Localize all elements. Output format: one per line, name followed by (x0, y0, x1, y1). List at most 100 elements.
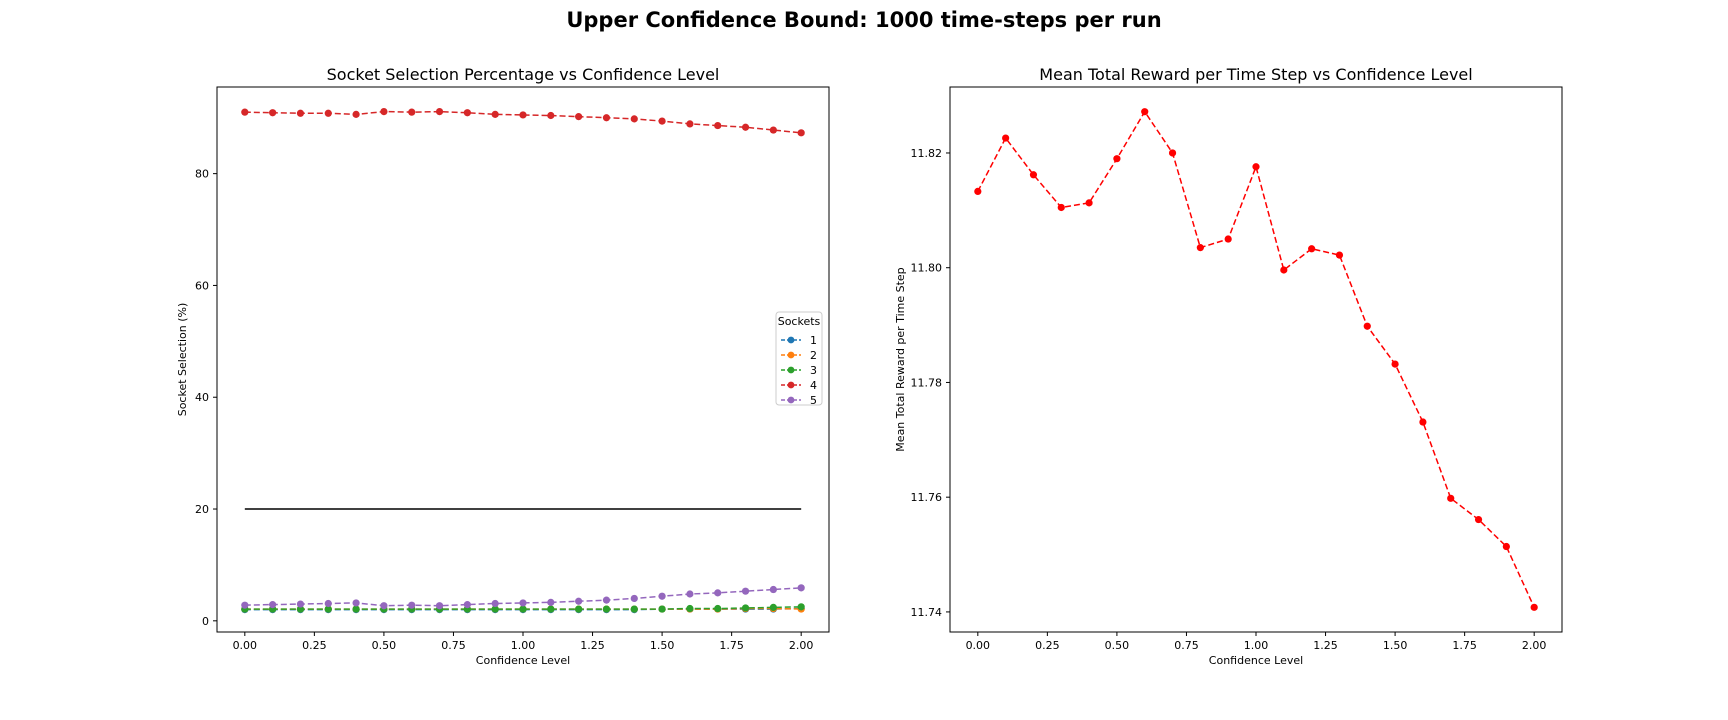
reward-chart-series-1-point (1196, 244, 1204, 252)
socket-chart-series-3-point (630, 605, 638, 613)
legend-swatch-marker (787, 351, 795, 359)
reward-chart-x-tick-label: 2.00 (1522, 639, 1547, 652)
socket-chart-series-4-point (491, 110, 499, 118)
figure-title: Upper Confidence Bound: 1000 time-steps … (566, 8, 1162, 32)
legend-swatch-marker (787, 366, 795, 374)
socket-chart-series-5-point (352, 599, 360, 607)
socket-chart-series-5-point (630, 594, 638, 603)
socket-chart-series-4-point (519, 111, 527, 119)
reward-chart-x-tick-label: 0.50 (1105, 639, 1130, 652)
reward-chart-x-tick-label: 0.75 (1174, 639, 1199, 652)
socket-chart-series-4-point (352, 110, 360, 118)
socket-chart-series-4-point (380, 107, 388, 116)
socket-chart-series-4-point (686, 120, 694, 128)
socket-chart-series-3-point (686, 604, 694, 613)
socket-chart-x-tick-label: 0.00 (233, 639, 258, 652)
socket-chart-series-5-point (686, 590, 694, 598)
socket-chart-series-5-point (769, 585, 777, 594)
socket-chart-series-4-point (741, 123, 750, 131)
reward-chart-y-tick-label: 11.78 (911, 376, 943, 389)
socket-chart-series-5-line (244, 587, 802, 607)
socket-chart-series-5-point (575, 597, 583, 605)
socket-chart-y-axis-label: Socket Selection (%) (176, 303, 189, 417)
socket-chart-y-tick-label: 20 (195, 503, 209, 516)
socket-chart-series-4-point (797, 129, 805, 137)
reward-chart-series-1-point (1141, 108, 1149, 116)
reward-chart-series-1-point (1447, 494, 1455, 502)
reward-chart-x-tick-label: 0.25 (1035, 639, 1060, 652)
socket-chart-series-3-point (797, 603, 805, 611)
socket-chart-series-3-point (491, 605, 499, 613)
socket-chart-series-5-point (463, 601, 471, 609)
socket-chart-series-4-point (324, 109, 332, 117)
socket-chart-x-tick-label: 1.25 (580, 639, 605, 652)
reward-chart-y-tick-label: 11.80 (911, 262, 943, 275)
reward-chart-y-tick-label: 11.82 (911, 147, 943, 160)
socket-chart-series-4-point (575, 113, 583, 121)
socket-chart-title: Socket Selection Percentage vs Confidenc… (327, 65, 720, 84)
socket-chart-series-5-point (519, 599, 527, 607)
reward-chart-x-tick-label: 1.25 (1313, 639, 1338, 652)
socket-chart-series-3-line (244, 606, 802, 610)
reward-chart-title: Mean Total Reward per Time Step vs Confi… (1039, 65, 1472, 84)
socket-chart-series-5-point (602, 596, 611, 604)
reward-chart-series-1-point (1530, 603, 1538, 611)
socket-chart-series-3-point (296, 605, 305, 613)
socket-chart-x-axis-label: Confidence Level (476, 654, 570, 667)
socket-chart: Socket Selection Percentage vs Confidenc… (176, 65, 830, 667)
socket-chart-series-4-point (408, 108, 416, 116)
reward-chart-y-tick-label: 11.74 (911, 606, 943, 619)
socket-chart-series-3-point (519, 605, 527, 613)
socket-chart-x-tick-label: 0.75 (441, 639, 466, 652)
reward-chart-x-axis-label: Confidence Level (1209, 654, 1303, 667)
socket-chart-series-3-point (352, 605, 360, 613)
reward-chart-series-1-line (977, 110, 1535, 608)
reward-chart-y-axis-label: Mean Total Reward per Time Step (894, 267, 907, 451)
socket-chart-series-5-point (658, 592, 666, 600)
socket-chart-y-tick-label: 0 (202, 615, 209, 628)
legend-entry-2: 2 (810, 349, 817, 362)
reward-chart-series-1-point (1168, 149, 1177, 157)
reward-chart-x-tick-label: 0.00 (966, 639, 991, 652)
socket-chart-series-3-point (324, 605, 332, 613)
reward-chart-series-1-point (1280, 266, 1288, 274)
reward-chart-series-1-point (1224, 235, 1232, 243)
reward-chart-series-1-point (1113, 155, 1121, 163)
socket-chart-series-3-point (741, 604, 750, 612)
socket-chart-series-4-point (714, 121, 722, 130)
reward-chart-series-1-point (1085, 199, 1093, 207)
reward-chart-series-1-point (1502, 542, 1510, 551)
socket-chart-y-tick-label: 60 (195, 279, 209, 292)
reward-chart-series-1-point (1057, 203, 1065, 212)
reward-chart-x-tick-label: 1.50 (1383, 639, 1408, 652)
legend-swatch-marker (787, 381, 795, 389)
socket-chart-y-tick-label: 40 (195, 391, 209, 404)
legend-frame (775, 311, 823, 406)
reward-chart-series-1-point (974, 187, 982, 196)
reward-chart-series-1-point (1363, 322, 1371, 330)
socket-chart-series-4-point (602, 114, 611, 122)
socket-chart-series-3-point (769, 603, 777, 612)
socket-chart-series-5-point (380, 602, 388, 610)
reward-chart-x-tick-label: 1.75 (1452, 639, 1477, 652)
reward-chart: Mean Total Reward per Time Step vs Confi… (894, 65, 1563, 667)
reward-chart-x-tick-label: 1.00 (1244, 639, 1269, 652)
socket-chart-series-5-point (547, 598, 555, 606)
socket-chart-series-5-point (714, 589, 722, 597)
legend-swatch-marker (787, 336, 795, 344)
reward-chart-series-1-point (1002, 134, 1010, 142)
reward-chart-series-1-point (1474, 515, 1483, 524)
socket-chart-series-5-point (741, 587, 750, 595)
legend-entry-1: 1 (810, 334, 817, 347)
socket-chart-axes-frame (216, 86, 830, 633)
legend-entry-3: 3 (810, 364, 817, 377)
reward-chart-series-1-point (1029, 171, 1038, 179)
legend-entry-4: 4 (810, 379, 817, 392)
socket-chart-series-3-point (602, 605, 611, 613)
socket-chart-series-4-point (547, 111, 555, 120)
socket-chart-series-4-point (769, 126, 777, 134)
socket-chart-y-tick-label: 80 (195, 168, 209, 181)
socket-chart-series-4-point (435, 107, 444, 116)
socket-chart-series-4-point (269, 109, 277, 117)
